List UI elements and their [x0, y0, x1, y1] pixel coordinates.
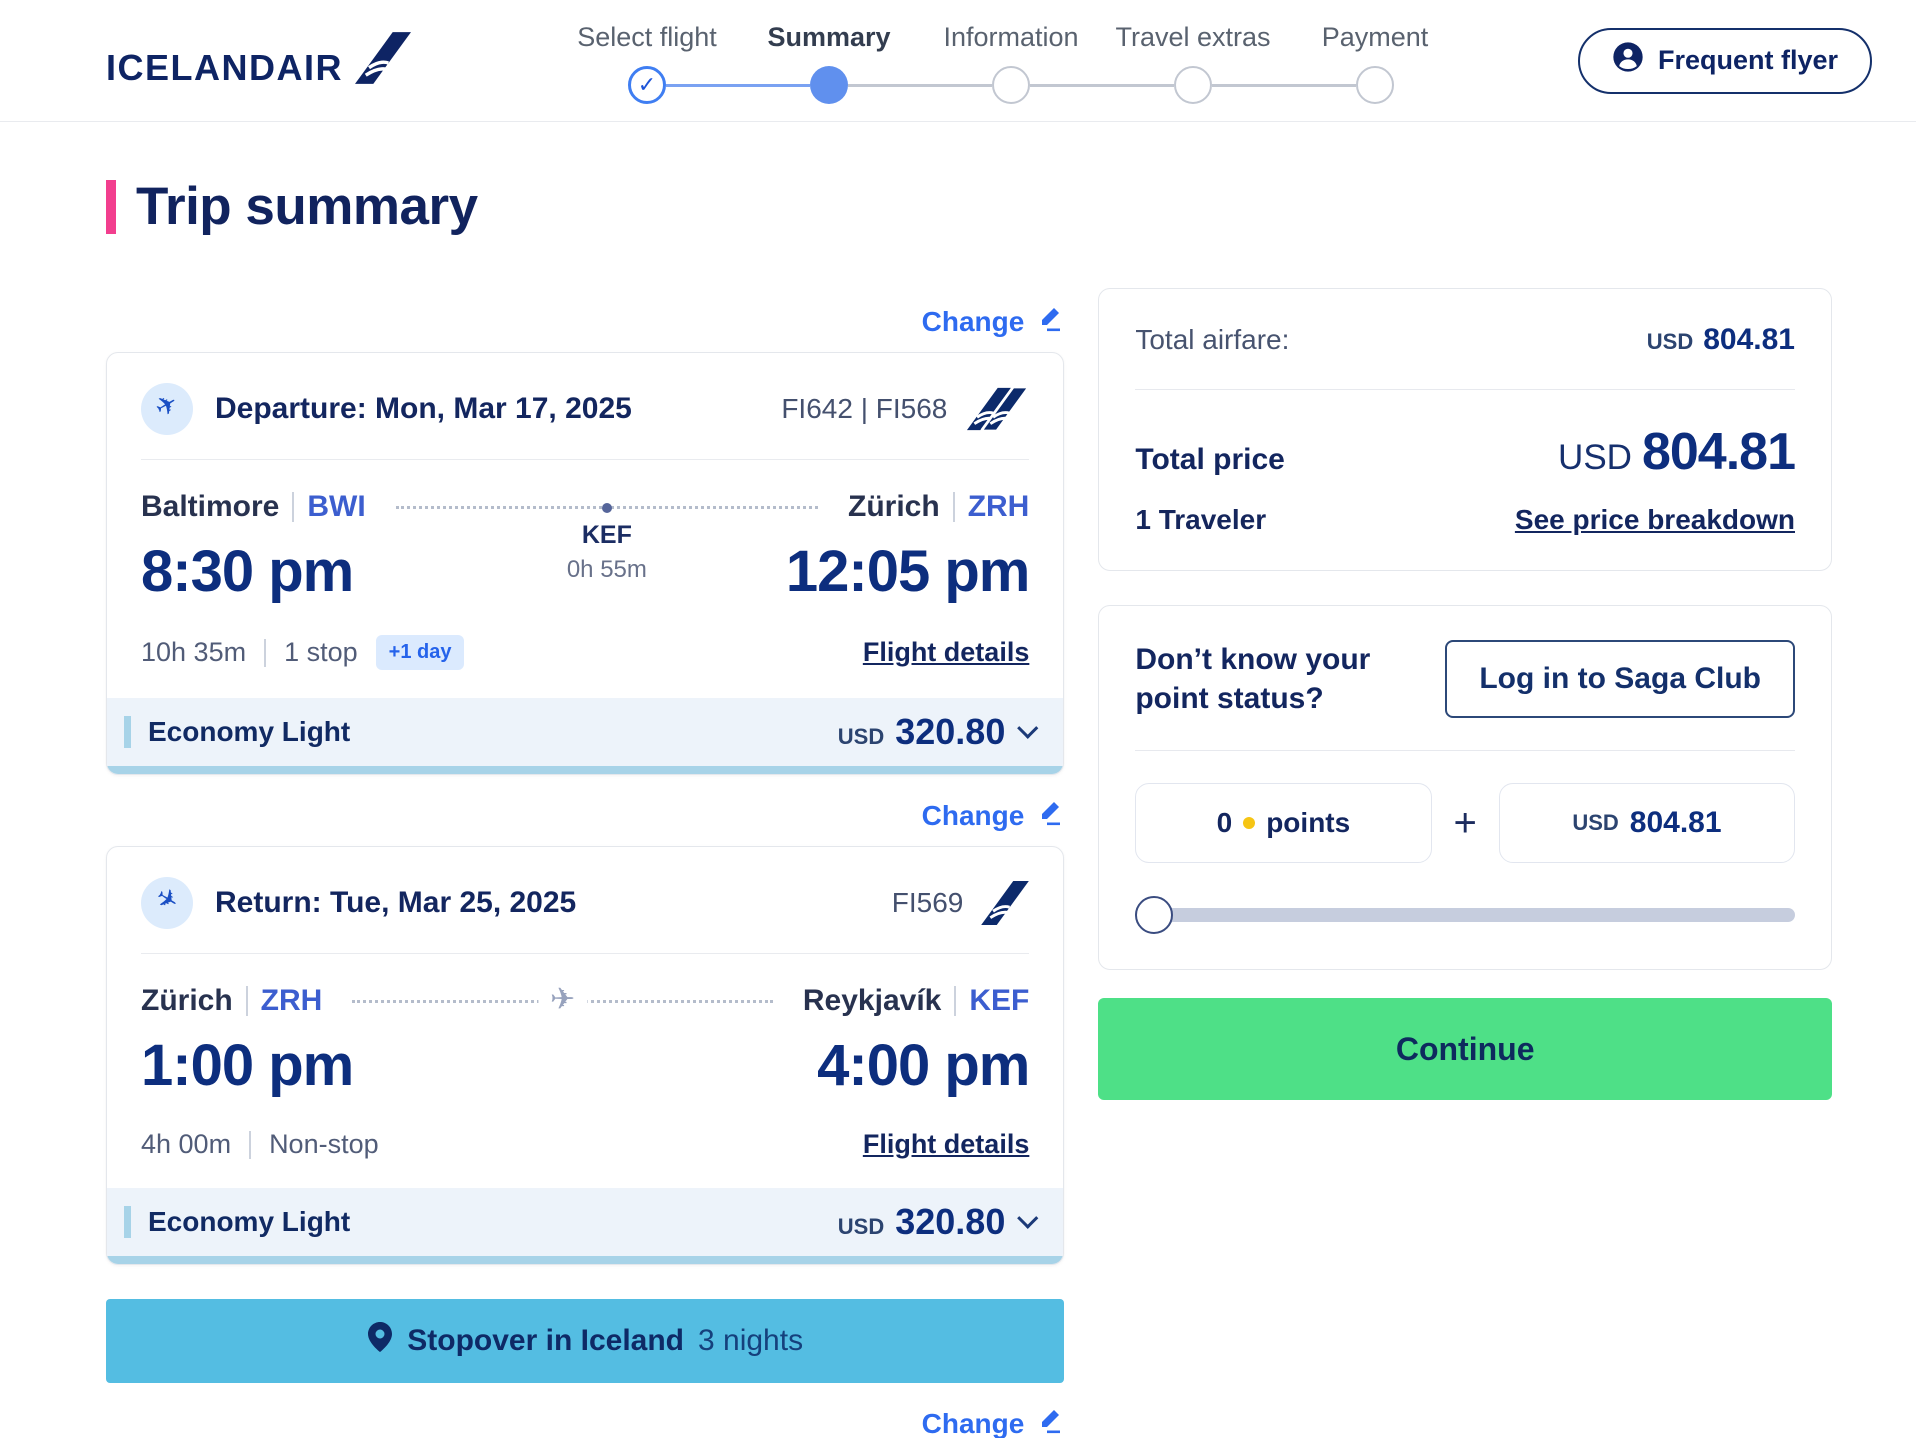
times-row: 8:30 pm 12:05 pm: [141, 538, 1030, 605]
points-amount-box: 0 points: [1135, 783, 1432, 863]
flight-numbers: FI642 | FI568: [781, 393, 948, 424]
change-row-departure: Change: [106, 303, 1064, 340]
logo-wordmark: ICELANDAIR: [106, 47, 343, 88]
top-navigation: ICELANDAIR Select flight ✓ Summary Infor…: [0, 0, 1916, 122]
saga-club-login-button[interactable]: Log in to Saga Club: [1445, 640, 1795, 718]
arrival-time: 12:05 pm: [785, 539, 1030, 604]
change-return-1-link[interactable]: Change: [922, 797, 1065, 834]
route-row: Baltimore BWI KEF 0h 55m Zürich: [141, 490, 1030, 583]
step-summary[interactable]: Summary: [666, 22, 920, 104]
return-flight-card-1: ✈ Return: Tue, Mar 25, 2025 FI569 Zürich: [106, 846, 1065, 1265]
total-price-row: Total price USD 804.81: [1135, 423, 1796, 481]
page-content: Trip summary Change ✈ Departure: Mon, Ma…: [0, 122, 1916, 1438]
price-breakdown-link[interactable]: See price breakdown: [1514, 504, 1795, 535]
step-todo-circle: [1174, 66, 1212, 104]
times-row: 1:00 pm 4:00 pm: [141, 1032, 1030, 1099]
fare-class-name: Economy Light: [148, 716, 351, 747]
arrival-time: 4:00 pm: [817, 1033, 1030, 1098]
flight-meta-row: 4h 00m Non-stop Flight details: [141, 1129, 1029, 1160]
stops-count: Non-stop: [269, 1129, 379, 1159]
traveler-row: 1 Traveler See price breakdown: [1135, 504, 1795, 535]
points-dot-icon: [1243, 817, 1256, 829]
price-summary-card: Total airfare: USD 804.81 Total price US…: [1098, 288, 1832, 571]
flight-numbers: FI569: [891, 887, 964, 918]
title-accent-bar: [106, 179, 116, 234]
fare-class-name: Economy Light: [148, 1206, 351, 1237]
fare-bar[interactable]: Economy Light USD 320.80: [107, 698, 1064, 774]
route-row: Zürich ZRH ✈ Reykjavík KEF: [141, 984, 1029, 1018]
departure-time: 1:00 pm: [141, 1033, 354, 1098]
pencil-icon: [1034, 797, 1064, 834]
flight-card-header: ✈ Return: Tue, Mar 25, 2025 FI569: [141, 877, 1030, 954]
booking-progress-stepper: Select flight ✓ Summary Information Trav…: [556, 22, 1466, 104]
step-payment: Payment: [1212, 22, 1466, 104]
pencil-icon: [1034, 1405, 1064, 1438]
fare-accent-bar: [124, 716, 131, 748]
divider: [1135, 389, 1795, 390]
saga-points-card: Don’t know your point status? Log in to …: [1098, 605, 1832, 970]
change-return-2-link[interactable]: Change: [922, 1405, 1065, 1438]
fare-accent-bar: [124, 1206, 131, 1238]
slider-thumb[interactable]: [1135, 896, 1174, 934]
check-icon: ✓: [637, 72, 657, 97]
plus-sign: +: [1453, 800, 1477, 845]
step-travel-extras: Travel extras: [1030, 22, 1284, 104]
plane-icon: ✈: [538, 984, 588, 1015]
icelandair-logo[interactable]: ICELANDAIR: [106, 32, 411, 89]
stops-count: 1 stop: [284, 637, 358, 667]
origin-airport: Zürich ZRH: [141, 984, 323, 1017]
divider: [1135, 750, 1795, 751]
change-row-return-2: Change: [106, 1405, 1064, 1438]
chevron-down-icon: [1017, 1207, 1039, 1229]
departure-plane-icon: ✈: [141, 383, 193, 435]
step-todo-circle: [1356, 66, 1394, 104]
route-connector: ✈: [352, 984, 773, 1015]
flight-duration: 4h 00m: [141, 1129, 232, 1159]
points-slider[interactable]: [1135, 895, 1795, 935]
continue-button[interactable]: Continue: [1098, 998, 1832, 1100]
flight-details-link[interactable]: Flight details: [862, 637, 1030, 667]
tailfin-logo-icon: [355, 32, 411, 89]
departure-flight-card: ✈ Departure: Mon, Mar 17, 2025 FI642 | F…: [106, 352, 1065, 775]
trip-summary-column: Trip summary Change ✈ Departure: Mon, Ma…: [106, 160, 1065, 1438]
plus-one-day-badge: +1 day: [375, 635, 465, 670]
flight-card-header: ✈ Departure: Mon, Mar 17, 2025 FI642 | F…: [141, 383, 1030, 460]
flight-meta-row: 10h 35m 1 stop +1 day Flight details: [141, 635, 1029, 670]
step-active-circle[interactable]: [810, 66, 848, 104]
page-title: Trip summary: [106, 176, 1064, 237]
cash-amount-box: USD 804.81: [1498, 783, 1796, 863]
frequent-flyer-button[interactable]: Frequent flyer: [1577, 27, 1872, 94]
step-information: Information: [848, 22, 1102, 104]
change-departure-link[interactable]: Change: [922, 303, 1065, 340]
fare-price-toggle[interactable]: USD 320.80: [838, 711, 1039, 753]
price-sidebar: Total airfare: USD 804.81 Total price US…: [1098, 160, 1832, 1438]
points-question: Don’t know your point status?: [1135, 643, 1371, 715]
fare-bar[interactable]: Economy Light USD 320.80: [107, 1188, 1064, 1264]
arrival-plane-icon: ✈: [141, 877, 193, 929]
stopover-dot: [601, 502, 612, 513]
flight-duration: 10h 35m: [141, 637, 247, 667]
airline-tailfin-icons: [965, 387, 1030, 431]
points-cash-split: 0 points + USD 804.81: [1135, 783, 1796, 863]
route-connector: KEF 0h 55m: [395, 502, 819, 583]
stopover-labels: KEF 0h 55m: [566, 520, 647, 583]
step-select-flight[interactable]: Select flight ✓: [556, 22, 738, 104]
slider-track[interactable]: [1135, 908, 1795, 922]
person-icon: [1612, 41, 1644, 80]
airline-tailfin-icon: [981, 881, 1030, 925]
step-todo-circle: [992, 66, 1030, 104]
fare-price-toggle[interactable]: USD 320.80: [838, 1201, 1039, 1243]
flight-details-link[interactable]: Flight details: [862, 1129, 1030, 1159]
chevron-down-icon: [1017, 717, 1039, 739]
departure-time: 8:30 pm: [141, 539, 354, 604]
destination-airport: Reykjavík KEF: [802, 984, 1030, 1017]
location-pin-icon: [367, 1321, 393, 1361]
origin-airport: Baltimore BWI: [141, 490, 366, 523]
pencil-icon: [1034, 303, 1064, 340]
step-done-circle[interactable]: ✓: [628, 66, 666, 104]
total-airfare-row: Total airfare: USD 804.81: [1135, 323, 1795, 356]
destination-airport: Zürich ZRH: [848, 490, 1030, 523]
change-row-return-1: Change: [106, 797, 1064, 834]
stopover-banner: Stopover in Iceland 3 nights: [106, 1299, 1065, 1383]
